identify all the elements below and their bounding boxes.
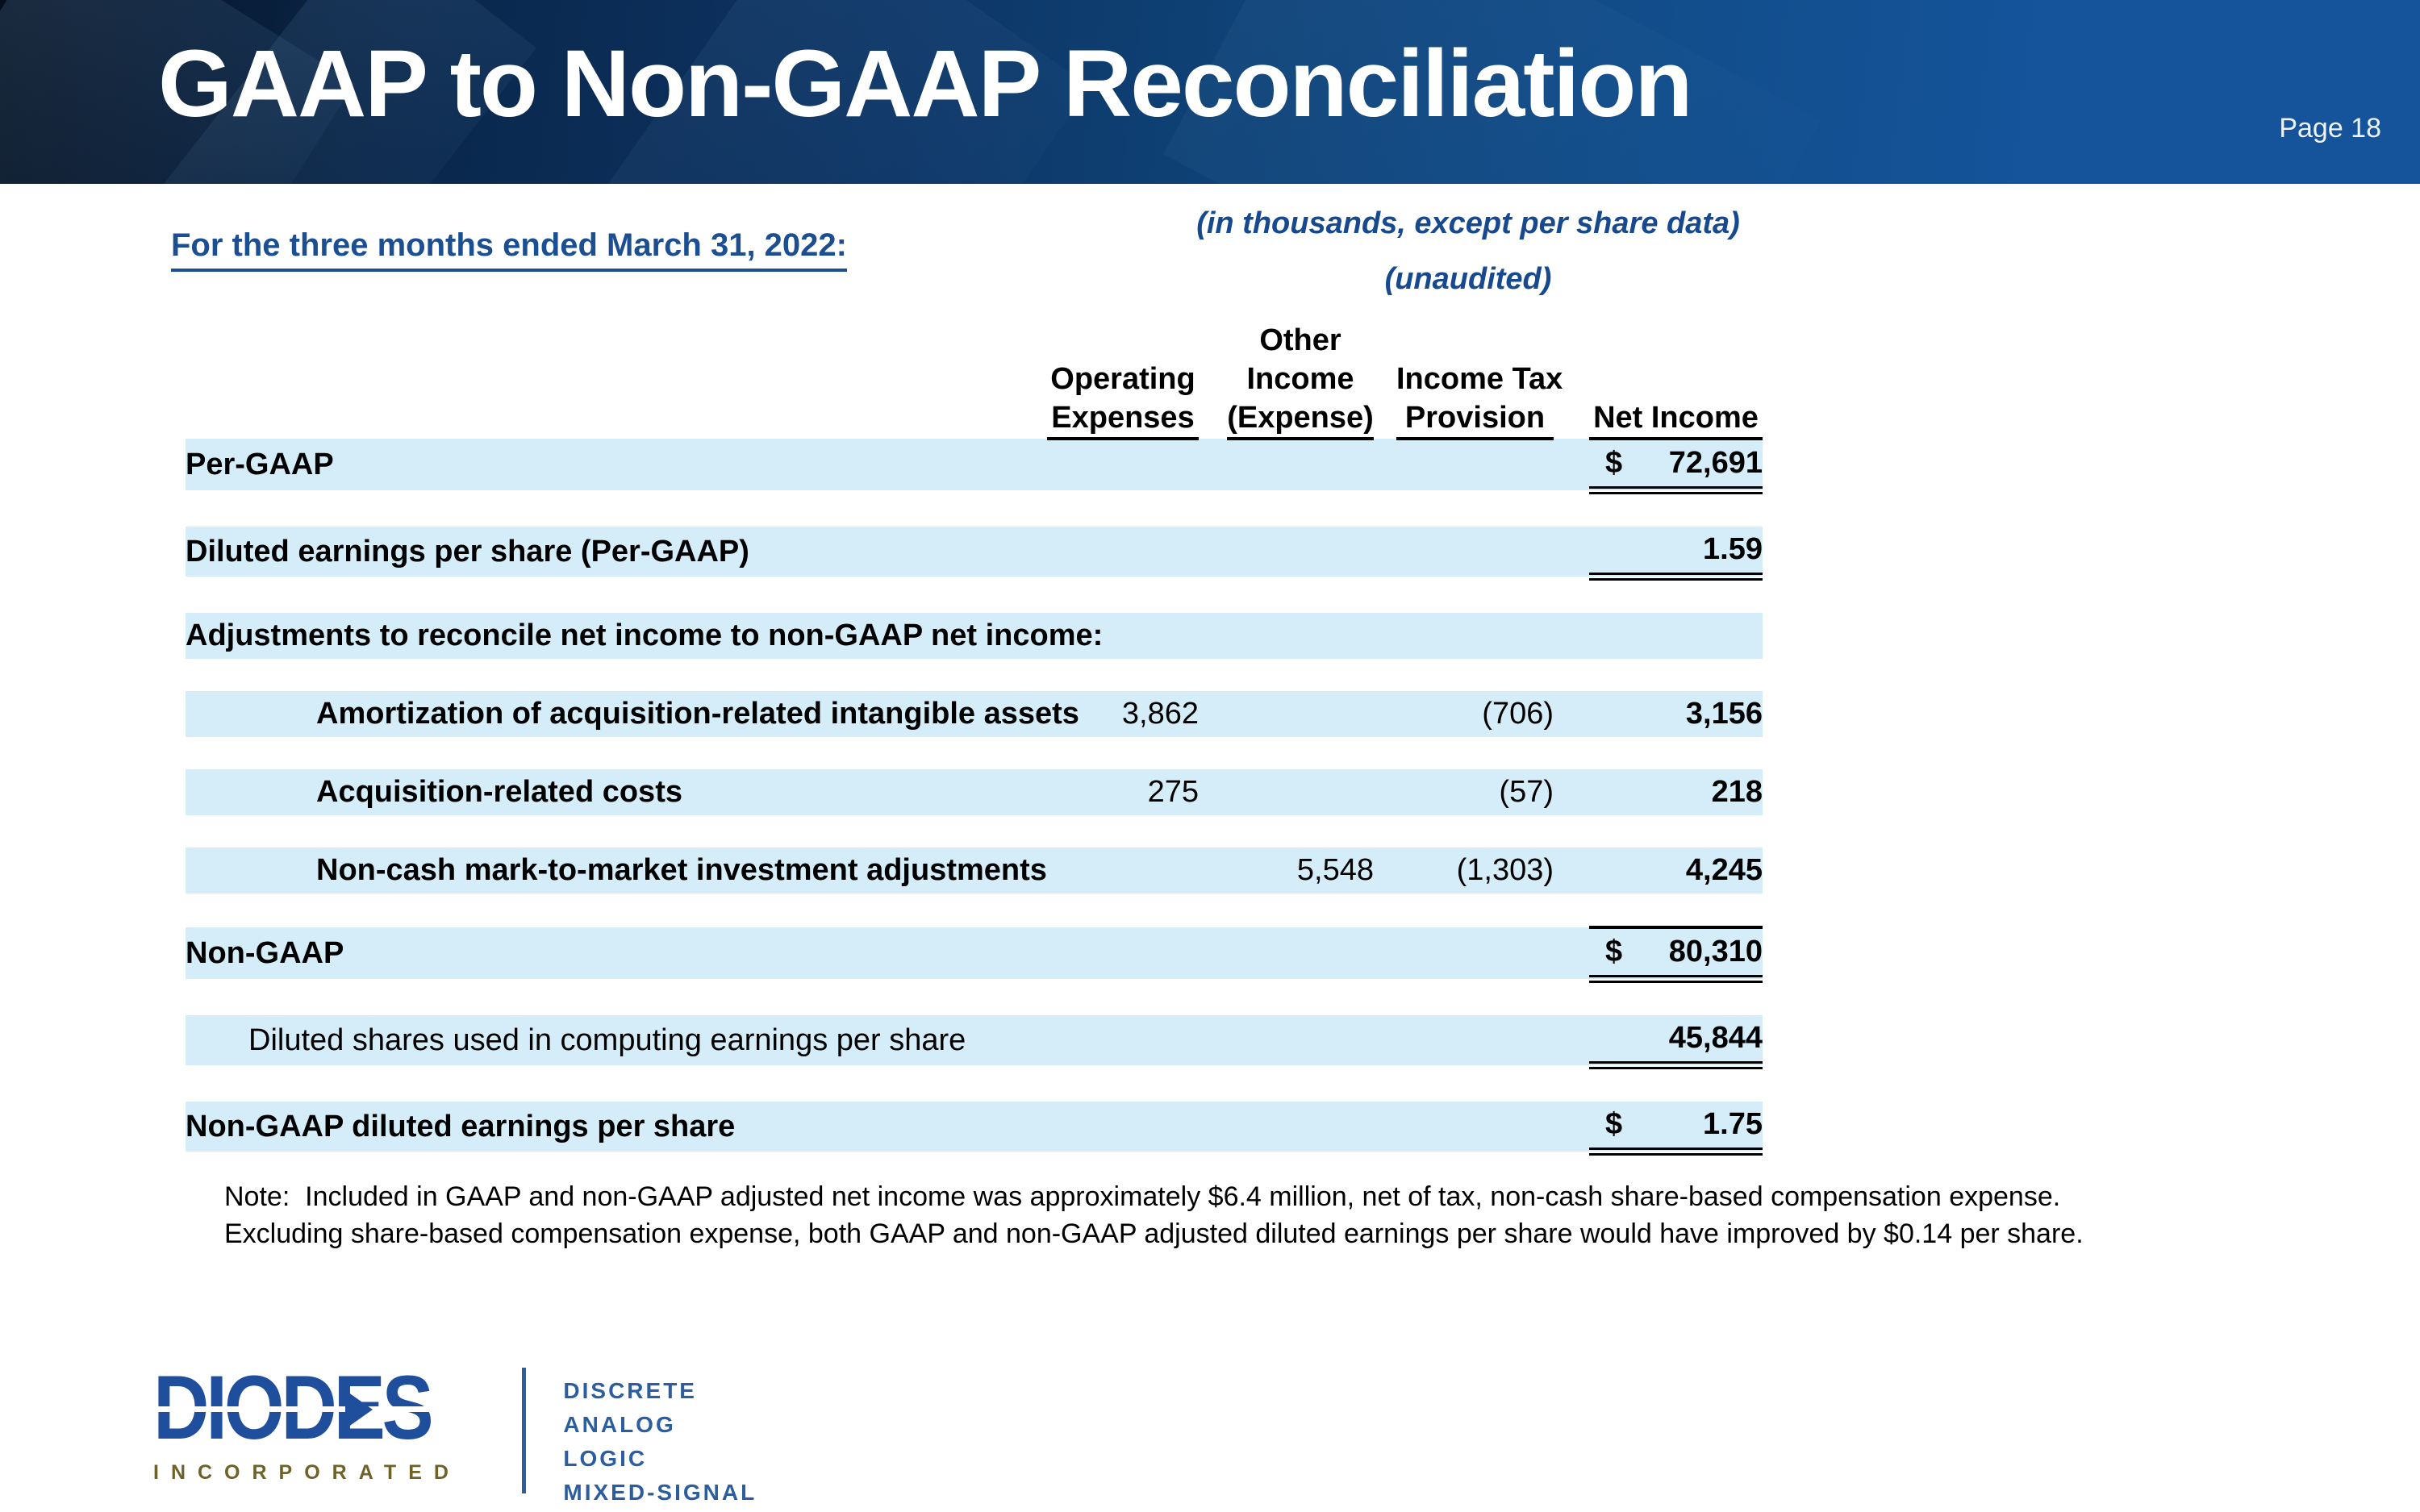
operating-expenses-value: 3,862 <box>1047 691 1199 737</box>
table-row-amortization: Amortization of acquisition-related inta… <box>186 691 1763 737</box>
row-label: Amortization of acquisition-related inta… <box>186 691 1079 737</box>
table-header-row: Expenses (Expense) Provision Net Income <box>186 398 1763 440</box>
units-note: (in thousands, except per share data) (u… <box>1194 206 1742 297</box>
tagline-logic: LOGIC <box>563 1446 648 1471</box>
tagline-analog: ANALOG <box>563 1412 676 1437</box>
net-income-value: 3,156 <box>1589 691 1763 737</box>
other-income-value <box>1227 691 1374 737</box>
page-number: Page 18 <box>2279 113 2381 144</box>
table-header-row: Operating Income Income Tax <box>186 360 1763 398</box>
row-label: Non-GAAP <box>186 927 1047 979</box>
col-header-tax-2: Provision <box>1396 398 1554 440</box>
logo-tagline: DISCRETE ANALOG LOGIC MIXED-SIGNAL <box>563 1374 757 1510</box>
incorporated-label: INCORPORATED <box>153 1461 461 1484</box>
tagline-discrete: DISCRETE <box>563 1378 697 1403</box>
currency-symbol: $ <box>1605 935 1623 968</box>
row-label: Diluted earnings per share (Per-GAAP) <box>186 527 1047 577</box>
value: 1.75 <box>1703 1107 1763 1141</box>
col-header-other-2: Income <box>1246 361 1354 396</box>
period-heading: For the three months ended March 31, 202… <box>171 227 847 272</box>
table-row-mark-to-market: Non-cash mark-to-market investment adjus… <box>186 848 1763 893</box>
row-label: Acquisition-related costs <box>186 769 1047 815</box>
net-income-value: 218 <box>1589 769 1763 815</box>
table-row-acquisition-costs: Acquisition-related costs 275 (57) 218 <box>186 769 1763 815</box>
other-income-value: 5,548 <box>1227 848 1374 893</box>
row-label: Per-GAAP <box>186 439 1047 490</box>
table-header-row: Other <box>186 321 1763 360</box>
tagline-mixed-signal: MIXED-SIGNAL <box>563 1480 757 1505</box>
row-label: Non-cash mark-to-market investment adjus… <box>186 848 1047 893</box>
section-label: Adjustments to reconcile net income to n… <box>186 613 1763 659</box>
value: 72,691 <box>1668 446 1763 480</box>
net-income-value: $ 80,310 <box>1589 926 1763 983</box>
other-income-value <box>1227 769 1374 815</box>
table-row-non-gaap-eps: Non-GAAP diluted earnings per share $ 1.… <box>186 1102 1763 1156</box>
col-header-other-3: (Expense) <box>1227 398 1374 440</box>
footnote-line-2: Excluding share-based compensation expen… <box>224 1218 2084 1249</box>
header-banner: GAAP to Non-GAAP Reconciliation Page 18 <box>0 0 2420 184</box>
logo-arrow-icon <box>345 1390 373 1429</box>
col-header-tax-1: Income Tax <box>1396 361 1563 396</box>
currency-symbol: $ <box>1605 446 1623 480</box>
operating-expenses-value: 275 <box>1047 769 1199 815</box>
diodes-wordmark-block: DIODES INCORPORATED <box>153 1363 475 1485</box>
logo-divider <box>522 1368 527 1493</box>
table-row-per-gaap: Per-GAAP $ 72,691 <box>186 439 1763 494</box>
income-tax-value: (706) <box>1396 691 1554 737</box>
income-tax-value: (1,303) <box>1396 848 1554 893</box>
company-logo: DIODES INCORPORATED DISCRETE ANALOG LOGI… <box>153 1363 757 1510</box>
value: 80,310 <box>1668 935 1763 968</box>
net-income-value: $ 72,691 <box>1589 439 1763 494</box>
footnote: Note: Included in GAAP and non-GAAP adju… <box>224 1179 2184 1253</box>
net-income-value: 45,844 <box>1589 1015 1763 1069</box>
currency-symbol: $ <box>1605 1107 1623 1141</box>
col-header-other-1: Other <box>1259 323 1341 357</box>
table-row-non-gaap: Non-GAAP $ 80,310 <box>186 926 1763 983</box>
diodes-wordmark: DIODES <box>153 1357 434 1458</box>
table-row-adjustments-header: Adjustments to reconcile net income to n… <box>186 613 1763 659</box>
net-income-value: $ 1.75 <box>1589 1102 1763 1156</box>
table-row-diluted-eps-gaap: Diluted earnings per share (Per-GAAP) 1.… <box>186 527 1763 581</box>
operating-expenses-value <box>1047 848 1199 893</box>
col-header-net-income: Net Income <box>1589 398 1763 440</box>
col-header-operating-1: Operating <box>1050 361 1195 396</box>
net-income-value: 4,245 <box>1589 848 1763 893</box>
units-line-1: (in thousands, except per share data) <box>1196 206 1740 240</box>
table-row-diluted-shares: Diluted shares used in computing earning… <box>186 1015 1763 1069</box>
footnote-line-1: Note: Included in GAAP and non-GAAP adju… <box>224 1181 2061 1212</box>
net-income-value: 1.59 <box>1589 527 1763 581</box>
col-header-operating-2: Expenses <box>1047 398 1199 440</box>
row-label: Diluted shares used in computing earning… <box>186 1015 1047 1065</box>
units-line-2: (unaudited) <box>1384 262 1552 296</box>
reconciliation-table: Other Operating Income Income Tax Expens… <box>186 321 1763 1156</box>
row-label: Non-GAAP diluted earnings per share <box>186 1102 1047 1152</box>
page-title: GAAP to Non-GAAP Reconciliation <box>158 31 1692 137</box>
income-tax-value: (57) <box>1396 769 1554 815</box>
